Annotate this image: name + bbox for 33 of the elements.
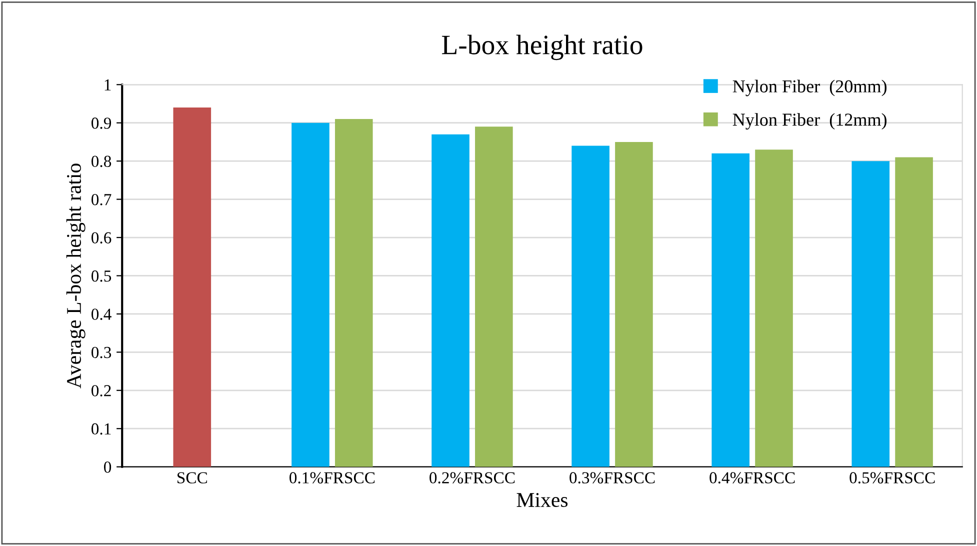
bar [615,142,653,467]
bar [852,161,890,467]
bar [334,119,373,467]
bar [895,157,933,467]
y-tick-label: 0.9 [92,118,112,129]
x-tick-label: SCC [178,472,207,484]
x-tick-label: 0.5%FRSCC [850,472,935,484]
y-tick-label: 1 [104,79,111,90]
y-tick-label: 0 [104,462,112,473]
y-tick-label: 0.8 [92,156,112,168]
bar [755,150,793,467]
y-tick-label: 0.7 [92,194,112,206]
y-tick-label: 0.2 [92,385,111,396]
x-tick-label: 0.2%FRSCC [430,472,515,484]
legend-label: Nylon Fiber (12mm) [732,113,886,130]
bar [432,134,470,467]
y-tick-label: 0.6 [92,232,112,244]
bar [712,153,750,467]
legend-label: Nylon Fiber (20mm) [732,80,886,96]
y-tick-label: 0.3 [92,346,112,358]
chart-title: L-box height ratio [442,34,642,60]
bar [572,146,610,467]
y-tick-label: 0.5 [92,270,112,282]
y-axis-title: Average L-box height ratio [66,164,86,388]
y-tick-label: 0.4 [92,308,112,320]
x-tick-label: 0.4%FRSCC [710,472,795,484]
x-tick-label: 0.1%FRSCC [290,472,375,484]
bar [292,122,330,467]
x-tick-label: 0.3%FRSCC [570,472,655,484]
y-tick-label: 0.1 [92,423,111,435]
bar [173,108,212,467]
bar [475,126,513,467]
x-axis-title: Mixes [516,493,568,508]
